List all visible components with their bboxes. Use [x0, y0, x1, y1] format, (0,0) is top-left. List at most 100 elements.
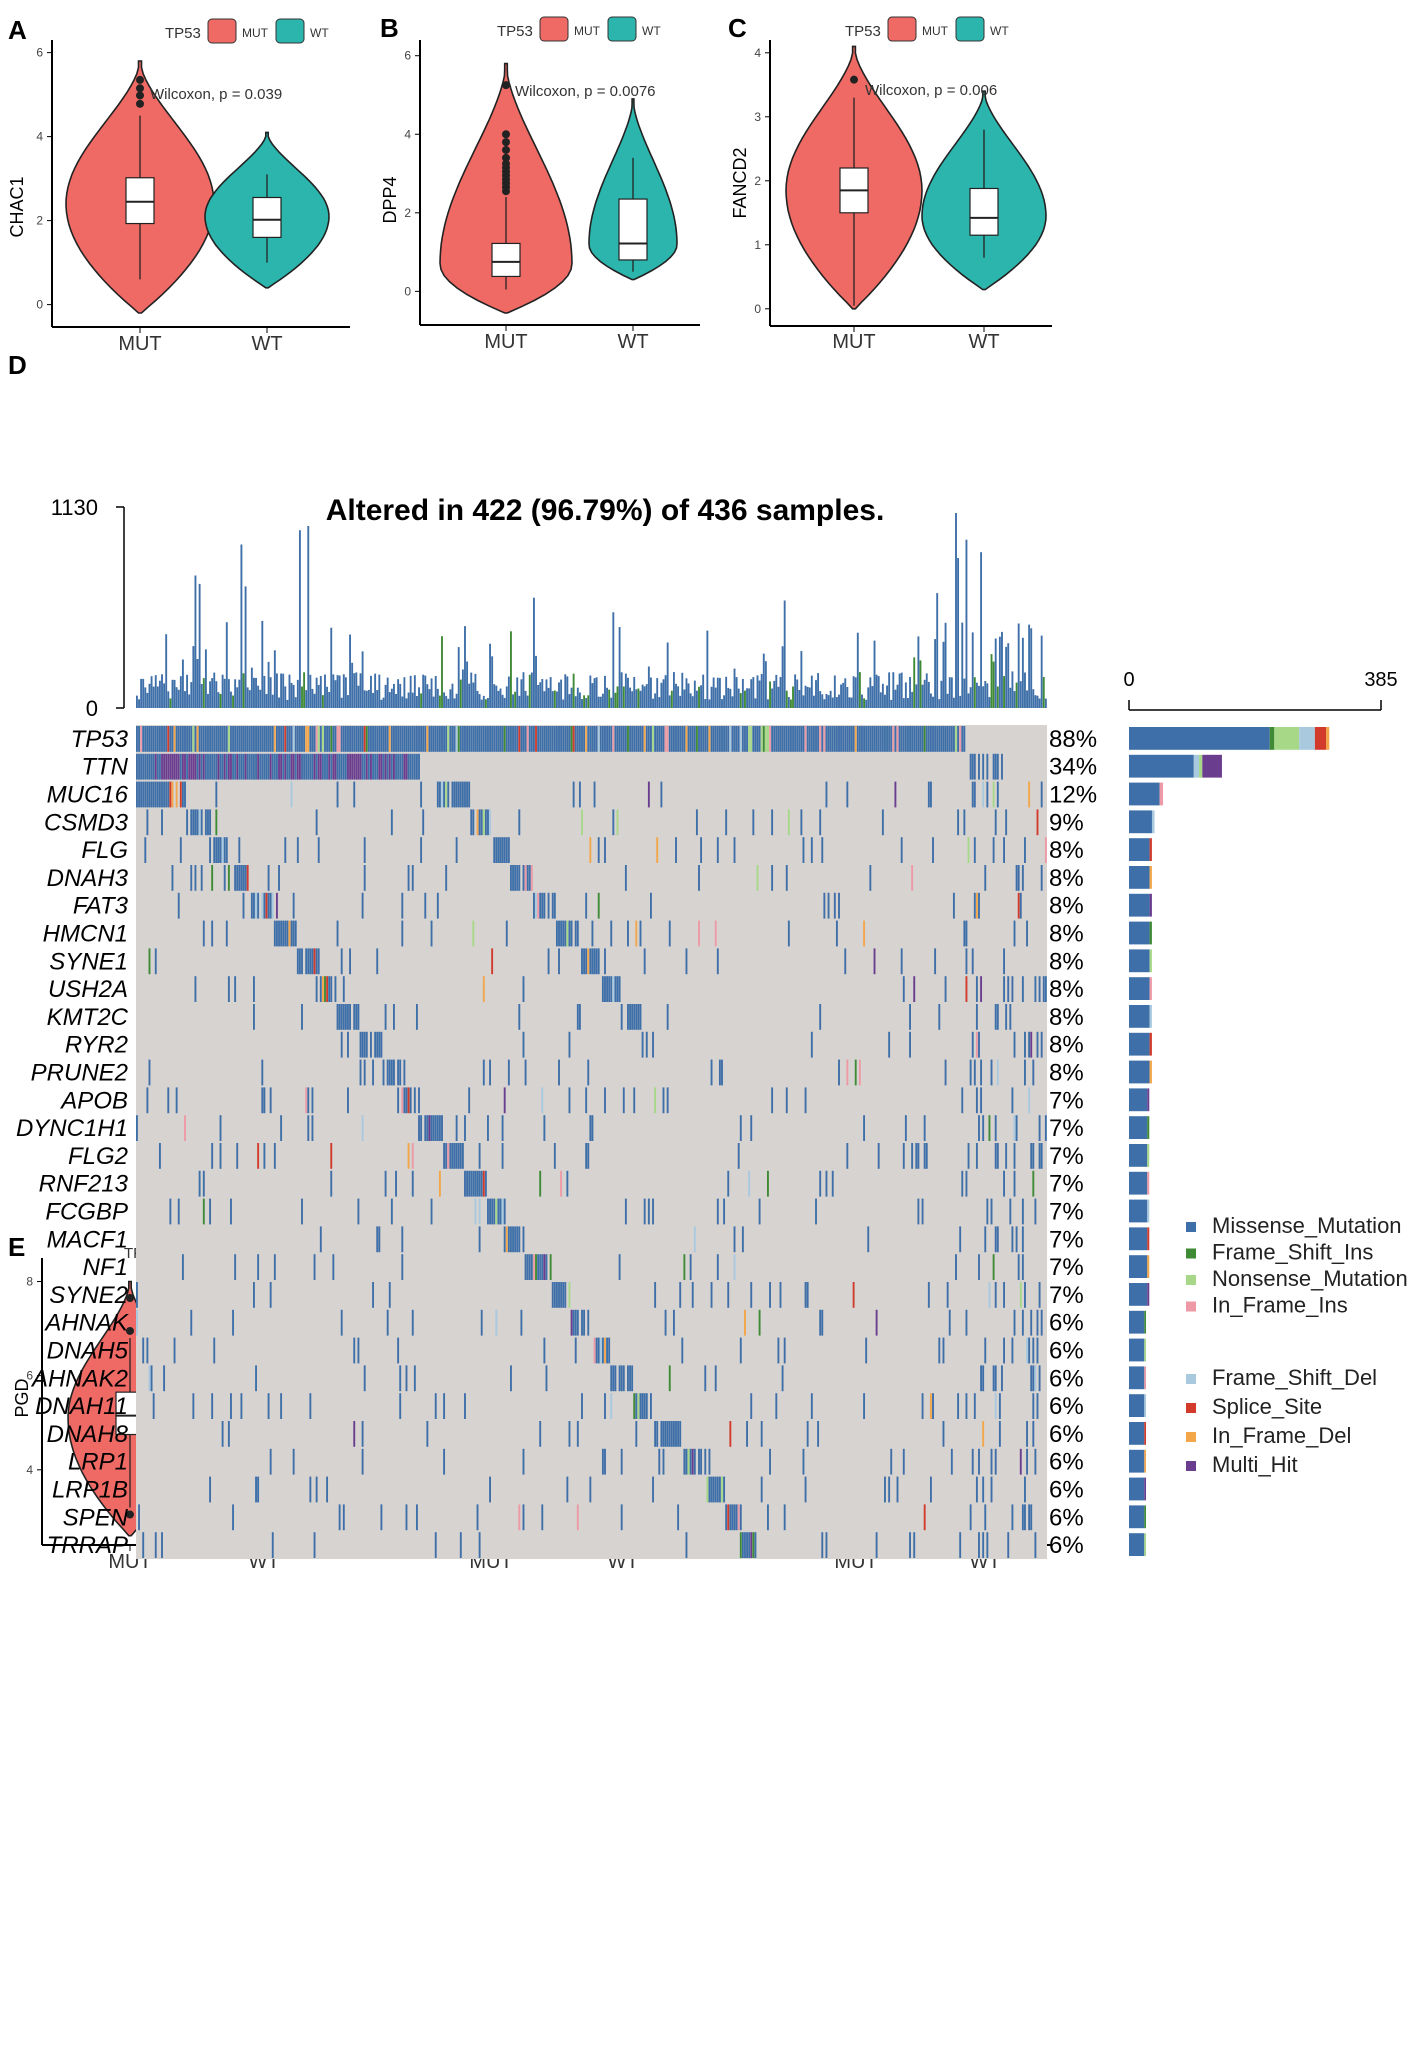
gene-label: KMT2C: [47, 1004, 129, 1031]
mutation-cell: [296, 837, 299, 863]
mutation-cell: [750, 1532, 753, 1558]
mutation-cell: [238, 865, 241, 891]
y-tick-label: 4: [36, 130, 43, 144]
gene-bar-segment: [1147, 1199, 1150, 1223]
mutation-cell: [403, 1087, 406, 1114]
tmb-bar: [1044, 698, 1047, 708]
tmb-bar: [522, 672, 525, 708]
mutation-cell: [771, 809, 774, 836]
mutation-cell: [430, 1115, 433, 1141]
mutation-cell: [733, 726, 736, 752]
mutation-cell: [165, 753, 168, 780]
mutation-cell: [378, 726, 381, 752]
mutation-cell: [1034, 1448, 1037, 1475]
mutation-cell: [388, 726, 391, 752]
mutation-cell: [455, 726, 458, 752]
mutation-cell: [349, 1004, 351, 1030]
tmb-bar: [275, 673, 278, 708]
mutation-cell: [1038, 1365, 1041, 1392]
mutation-cell: [255, 726, 257, 752]
tmb-bar: [209, 681, 212, 708]
mutation-cell: [257, 726, 260, 752]
legend-swatch-mut: [207, 18, 237, 44]
mutation-cell: [512, 726, 514, 752]
mutation-cell: [994, 1282, 997, 1308]
tmb-bar: [581, 699, 583, 708]
mutation-cell: [664, 1309, 667, 1336]
mutation-cell: [194, 753, 197, 780]
mutation-cell: [744, 726, 746, 752]
mutation-cell: [572, 726, 575, 752]
mutation-cell: [662, 1087, 665, 1114]
mutation-cell: [1007, 1532, 1010, 1558]
gene-bar-segment: [1199, 754, 1203, 778]
tmb-bar: [503, 697, 506, 708]
mutation-cell: [957, 1393, 960, 1419]
mutation-cell: [378, 753, 381, 780]
tmb-bar: [829, 690, 832, 708]
mutation-cell: [238, 753, 241, 780]
mutation-cell: [553, 726, 556, 752]
mutation-cell: [1038, 1115, 1041, 1141]
tmb-bar: [773, 680, 776, 708]
mutation-cell: [146, 753, 149, 780]
mutation-cell: [156, 726, 159, 752]
mutation-cell: [915, 726, 918, 752]
mutation-cell: [541, 726, 544, 752]
mutation-cell: [863, 920, 866, 947]
mutation-cell: [710, 1476, 713, 1503]
mutation-cell: [204, 753, 207, 780]
mutation-cell: [752, 1532, 755, 1558]
mutation-cell: [687, 1448, 690, 1475]
tmb-bar: [771, 688, 774, 708]
mutation-cell: [148, 1365, 151, 1392]
tmb-bar: [639, 690, 642, 708]
mutation-cell: [731, 726, 734, 752]
mutation-cell: [211, 726, 214, 752]
mutation-cell: [819, 1170, 822, 1197]
mutation-cell: [330, 976, 333, 1002]
tmb-bar: [190, 682, 193, 708]
mutation-cell: [436, 726, 439, 752]
mutation-cell: [399, 753, 402, 780]
mutation-cell: [144, 753, 147, 780]
mutation-cell: [681, 1337, 684, 1364]
mutation-cell: [612, 976, 615, 1002]
mutation-cell: [578, 726, 581, 752]
gene-bar-segment: [1147, 1144, 1150, 1167]
tmb-bar: [735, 677, 738, 708]
mutation-cell: [503, 726, 506, 752]
tmb-bar: [1034, 695, 1037, 708]
mutation-cell: [654, 726, 657, 752]
mutation-cell: [472, 920, 475, 947]
tmb-bar: [1032, 689, 1035, 708]
mutation-cell: [409, 1087, 412, 1114]
mutation-cell: [415, 1504, 418, 1531]
mutation-cell: [232, 1504, 234, 1531]
mutation-cell: [148, 781, 151, 808]
mutation-cell: [614, 976, 617, 1002]
mutation-cell: [493, 837, 496, 863]
legend-title: TP53: [845, 23, 881, 40]
gene-bar-segment: [1129, 921, 1150, 945]
tmb-bar: [334, 680, 337, 708]
mutation-cell: [336, 753, 339, 780]
tmb-bar: [165, 634, 168, 708]
mutation-cell: [741, 726, 744, 752]
mutation-cell: [503, 1087, 506, 1114]
mutation-cell: [539, 892, 542, 919]
mutation-cell: [635, 726, 638, 752]
mutation-cell: [865, 1337, 868, 1364]
tmb-bar: [614, 692, 617, 708]
mutation-cell: [363, 1031, 366, 1058]
mutation-cell: [278, 865, 280, 891]
tmb-bar: [250, 667, 253, 708]
tmb-bar: [409, 675, 412, 708]
mutation-cell: [994, 1004, 997, 1030]
tmb-bar: [854, 677, 857, 708]
mutation-cell: [737, 1143, 740, 1169]
tmb-bar: [936, 593, 939, 708]
mutation-cell: [234, 865, 237, 891]
mutation-cell: [978, 1115, 980, 1141]
mutation-cell: [975, 1031, 978, 1058]
